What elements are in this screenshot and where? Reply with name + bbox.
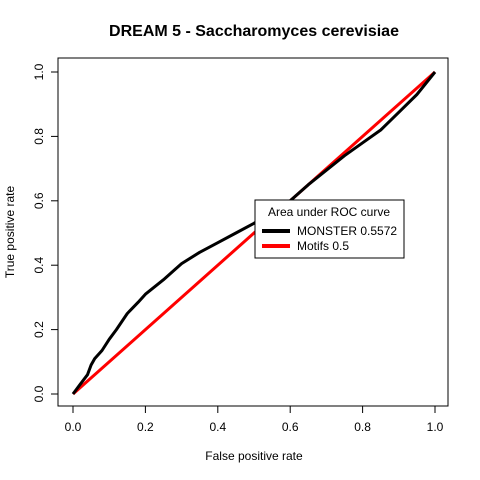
x-axis: 0.0 0.2 0.4 0.6 0.8 1.0 xyxy=(65,406,444,434)
series-line-motifs xyxy=(72,70,436,396)
x-tick-label: 0.2 xyxy=(137,420,154,434)
y-axis-title: True positive rate xyxy=(3,186,17,279)
y-axis: 0.0 0.2 0.4 0.6 0.8 1.0 xyxy=(32,63,58,402)
legend-label-motifs: Motifs 0.5 xyxy=(297,239,349,253)
chart-title: DREAM 5 - Saccharomyces cerevisiae xyxy=(109,23,399,40)
y-tick-label: 1.0 xyxy=(32,63,46,80)
x-tick-label: 0.4 xyxy=(209,420,226,434)
legend-title: Area under ROC curve xyxy=(268,205,390,219)
legend: Area under ROC curve MONSTER 0.5572 Moti… xyxy=(254,199,405,259)
legend-label-monster: MONSTER 0.5572 xyxy=(297,224,397,238)
x-axis-title: False positive rate xyxy=(205,449,303,463)
x-tick-label: 1.0 xyxy=(427,420,444,434)
y-tick-label: 0.8 xyxy=(32,128,46,145)
x-tick-label: 0.0 xyxy=(65,420,82,434)
y-tick-label: 0.2 xyxy=(32,321,46,338)
y-tick-label: 0.0 xyxy=(32,385,46,402)
plot-frame xyxy=(57,57,449,407)
series-layer xyxy=(71,70,437,396)
y-tick-label: 0.4 xyxy=(32,257,46,274)
y-tick-label: 0.6 xyxy=(32,192,46,209)
x-tick-label: 0.8 xyxy=(354,420,371,434)
x-tick-label: 0.6 xyxy=(282,420,299,434)
series-line-monster xyxy=(71,71,437,395)
